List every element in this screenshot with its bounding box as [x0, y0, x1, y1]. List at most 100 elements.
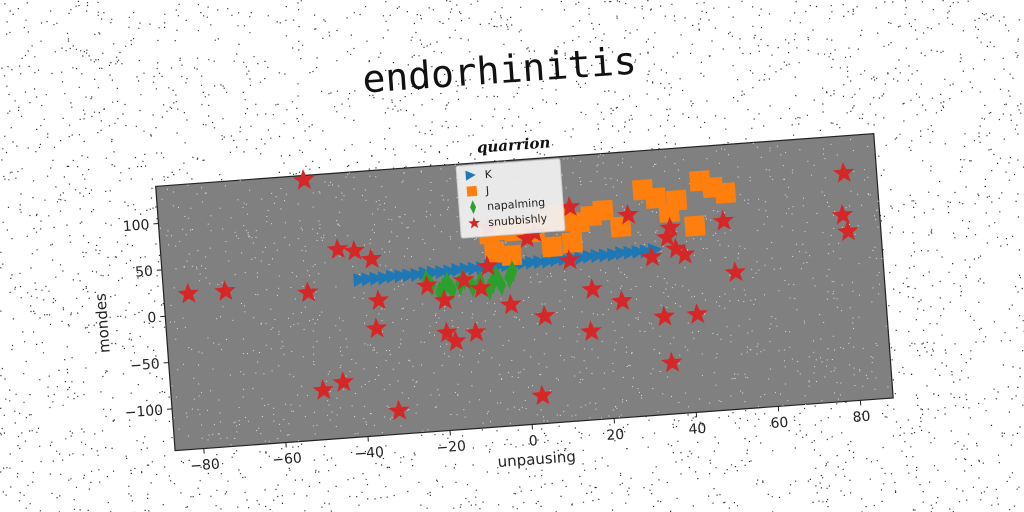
data-point-snubbishly	[580, 320, 602, 342]
legend-marker-j	[466, 185, 478, 197]
data-point-snubbishly	[712, 209, 734, 231]
x-axis-label: unpausing	[497, 447, 576, 471]
legend-label-snubbishly: snubbishly	[488, 212, 548, 229]
data-point-snubbishly	[659, 216, 681, 238]
data-point-snubbishly	[533, 305, 556, 326]
x-tick-label: 0	[528, 433, 538, 450]
data-point-k	[631, 245, 647, 260]
data-point-k	[615, 246, 630, 261]
x-tick-label: 80	[852, 409, 871, 426]
data-point-napalming	[438, 276, 449, 299]
data-point-napalming	[507, 259, 518, 283]
legend-label-k: K	[484, 168, 493, 182]
data-point-snubbishly	[452, 269, 475, 290]
data-point-k	[623, 245, 638, 260]
data-point-snubbishly	[365, 317, 387, 339]
data-point-k	[369, 271, 384, 286]
data-point-j	[541, 236, 563, 258]
data-point-napalming	[447, 278, 457, 301]
data-marks	[177, 161, 859, 421]
data-point-snubbishly	[343, 239, 365, 261]
data-point-snubbishly	[436, 321, 458, 343]
legend-marker-k	[465, 170, 476, 181]
data-point-snubbishly	[832, 161, 855, 183]
data-point-snubbishly	[177, 282, 199, 304]
data-point-napalming	[496, 273, 507, 297]
data-point-k	[525, 255, 540, 270]
data-point-k	[541, 254, 556, 269]
data-point-k	[590, 249, 606, 264]
data-point-k	[598, 248, 614, 263]
data-point-snubbishly	[326, 238, 349, 259]
x-axis: −80 −60 −40 −20 0 20 40 60 80	[190, 400, 871, 475]
data-point-snubbishly	[469, 277, 492, 298]
data-point-k	[394, 269, 409, 284]
legend-label-napalming: napalming	[487, 196, 546, 213]
data-point-k	[606, 247, 622, 262]
plot-area	[155, 133, 894, 452]
data-point-k	[467, 261, 483, 276]
data-point-k	[434, 265, 450, 280]
data-point-snubbishly	[296, 281, 319, 303]
data-point-snubbishly	[433, 289, 456, 310]
x-tick-label: 60	[770, 415, 789, 432]
data-point-snubbishly	[653, 305, 675, 327]
data-point-snubbishly	[312, 379, 334, 400]
data-point-snubbishly	[444, 330, 467, 352]
data-point-snubbishly	[360, 247, 382, 269]
chart-subtitle: quarrion	[476, 133, 551, 156]
data-point-snubbishly	[611, 290, 633, 311]
data-point-snubbishly	[837, 220, 859, 242]
data-point-j	[684, 215, 706, 237]
data-point-snubbishly	[686, 303, 708, 325]
data-point-snubbishly	[416, 274, 438, 296]
data-point-snubbishly	[673, 243, 696, 265]
data-point-k	[533, 255, 548, 270]
data-point-snubbishly	[581, 278, 603, 300]
data-point-j	[665, 189, 688, 212]
x-tick-label: −80	[190, 456, 221, 474]
data-point-snubbishly	[367, 289, 389, 311]
y-tick-label: 0	[147, 310, 157, 327]
data-point-snubbishly	[655, 226, 678, 247]
data-point-napalming	[488, 271, 498, 294]
data-point-k	[402, 268, 417, 283]
data-point-snubbishly	[660, 351, 683, 373]
y-tick-label: 50	[135, 264, 154, 281]
data-point-snubbishly	[464, 321, 487, 343]
data-point-k	[574, 251, 589, 266]
data-point-snubbishly	[531, 384, 553, 406]
data-point-snubbishly	[515, 227, 538, 248]
data-point-j	[714, 182, 737, 204]
legend-marker-napalming	[470, 200, 477, 215]
x-tick-label: −40	[354, 444, 385, 462]
data-point-napalming	[504, 266, 514, 290]
legend-label-j: J	[484, 184, 489, 197]
y-axis-label: mondes	[91, 292, 113, 353]
data-point-snubbishly	[332, 371, 354, 392]
data-point-napalming	[484, 278, 494, 301]
x-tick-label: −60	[272, 450, 303, 468]
x-tick-label: −20	[436, 438, 467, 456]
data-point-snubbishly	[499, 293, 522, 315]
y-tick-label: −100	[124, 403, 164, 422]
data-point-snubbishly	[476, 255, 498, 276]
data-point-j	[561, 231, 584, 254]
y-axis: −100 −50 0 50 100	[122, 217, 173, 422]
data-point-snubbishly	[617, 203, 639, 225]
x-tick-label: 40	[688, 421, 707, 438]
data-point-j	[500, 244, 523, 267]
data-point-snubbishly	[388, 399, 410, 421]
y-tick-label: 100	[122, 217, 150, 235]
series-napalming	[421, 259, 518, 304]
data-point-j	[592, 199, 614, 222]
data-point-k	[377, 271, 393, 286]
data-point-k	[353, 273, 368, 287]
y-tick-label: −50	[130, 356, 161, 374]
data-point-k	[361, 272, 376, 287]
data-point-snubbishly	[831, 203, 854, 225]
data-point-snubbishly	[292, 168, 315, 190]
data-point-k	[410, 267, 425, 282]
